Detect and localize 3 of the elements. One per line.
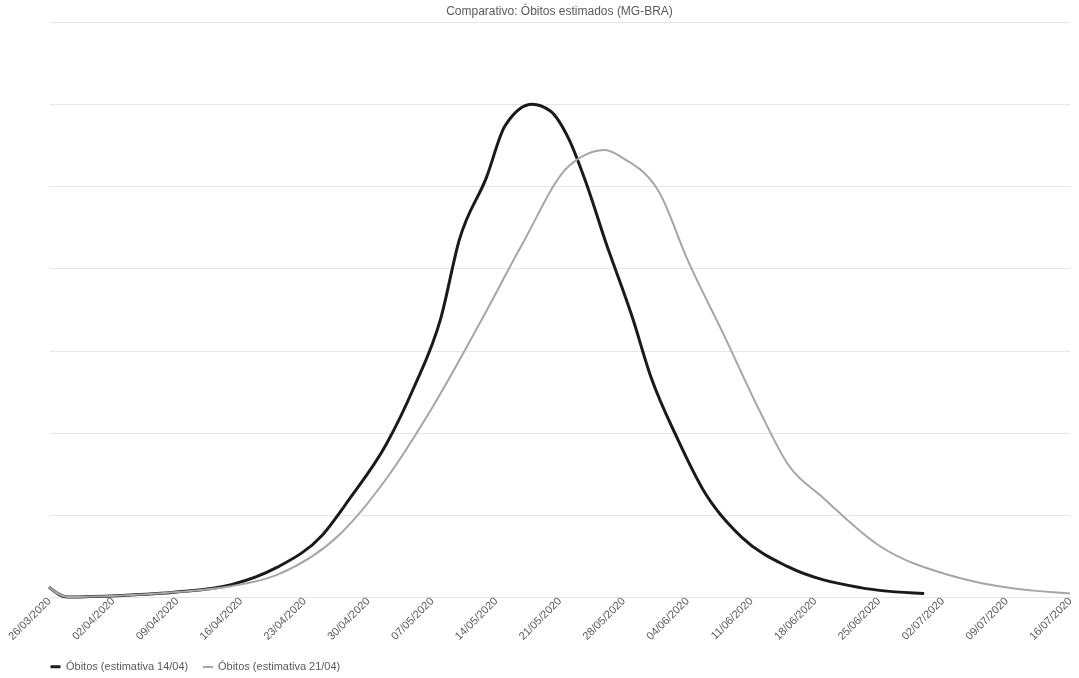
legend-label: Óbitos (estimativa 21/04)	[218, 660, 341, 672]
legend-label: Óbitos (estimativa 14/04)	[66, 659, 189, 672]
chart-title: Comparativo: Óbitos estimados (MG-BRA)	[446, 3, 673, 18]
